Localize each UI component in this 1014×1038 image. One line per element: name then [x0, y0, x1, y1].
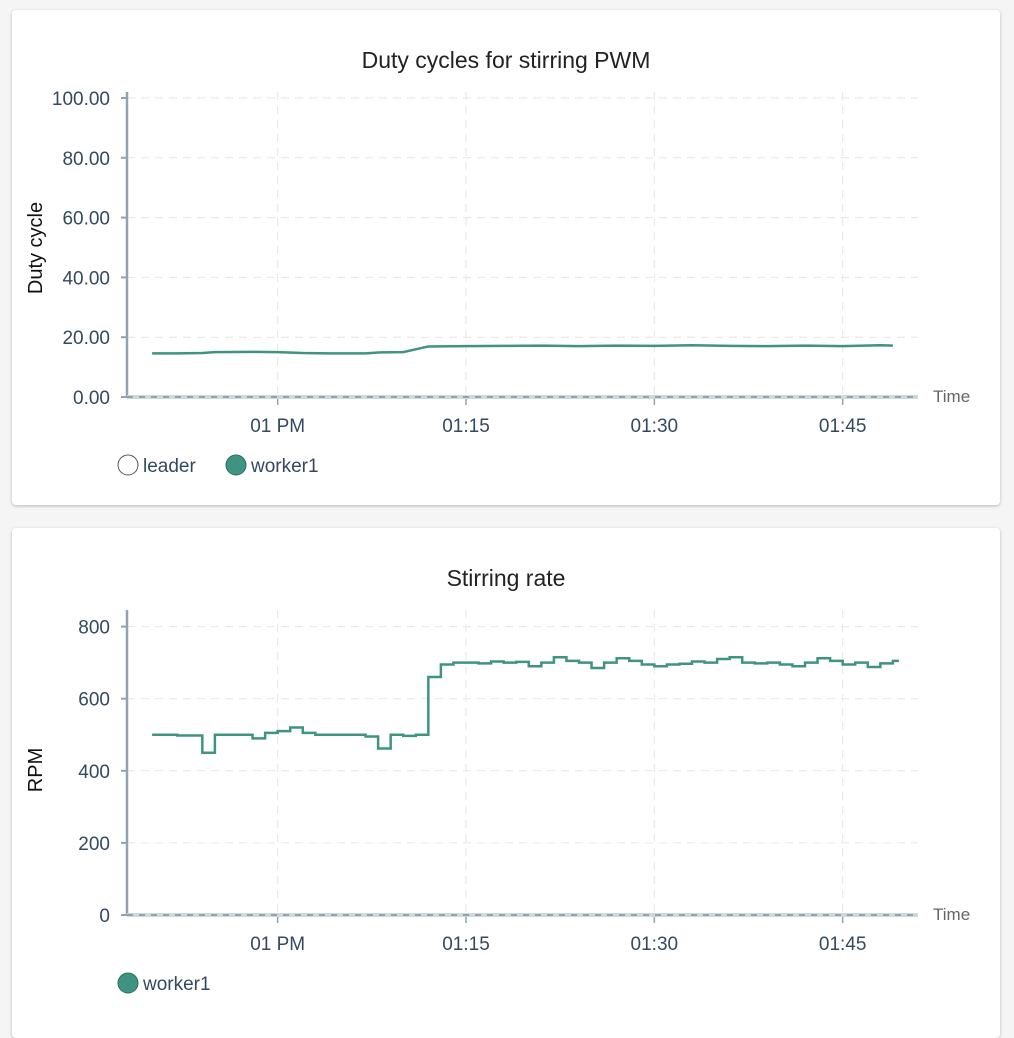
y-tick-label: 80.00 — [62, 149, 110, 170]
y-tick-label: 400 — [78, 762, 110, 783]
y-tick-label: 0.00 — [73, 388, 110, 409]
x-tick-label: 01:30 — [631, 416, 679, 437]
x-tick-label: 01:15 — [442, 416, 490, 437]
x-tick-label: 01:45 — [819, 416, 867, 437]
x-tick-label: 01:15 — [442, 934, 490, 955]
stirring-rate-chart-card: Stirring rate 0 200 400 600 800 01 PM 01:15 01:3… — [12, 528, 1000, 1038]
y-tick-label: 20.00 — [62, 328, 110, 349]
y-tick-label: 0 — [99, 906, 110, 927]
y-axis-label: Duty cycle — [25, 202, 47, 294]
legend-item-leader[interactable]: leader — [117, 454, 196, 477]
legend-label: worker1 — [142, 974, 211, 995]
legend-marker — [117, 972, 139, 994]
y-tick-label: 40.00 — [62, 268, 110, 289]
y-tick-label: 100.00 — [52, 89, 110, 110]
y-tick-label: 600 — [78, 690, 110, 711]
duty-cycle-chart: Duty cycles for stirring PWM 0.00 20.00 40.… — [25, 47, 970, 477]
y-tick-label: 200 — [78, 834, 110, 855]
legend-item-worker1[interactable]: worker1 — [117, 972, 211, 995]
stirring-rate-chart: Stirring rate 0 200 400 600 800 01 PM 01:15 01:3… — [25, 565, 970, 995]
chart-title: Stirring rate — [447, 565, 566, 591]
legend-label: worker1 — [250, 456, 319, 477]
duty-cycle-chart-card: Duty cycles for stirring PWM 0.00 20.00 40.… — [12, 10, 1000, 505]
legend-marker — [117, 454, 139, 476]
y-tick-label: 800 — [78, 618, 110, 639]
y-axis-label: RPM — [25, 748, 47, 792]
chart-title: Duty cycles for stirring PWM — [362, 47, 651, 73]
y-tick-label: 60.00 — [62, 209, 110, 230]
legend-label: leader — [143, 456, 196, 477]
x-tick-label: 01:45 — [819, 934, 867, 955]
series-line-worker1 — [152, 344, 893, 355]
series-line-worker1 — [152, 655, 899, 755]
x-axis-label: Time — [933, 387, 970, 406]
x-tick-label: 01 PM — [250, 934, 305, 955]
x-tick-label: 01 PM — [250, 416, 305, 437]
legend-marker — [225, 454, 247, 476]
x-axis-label: Time — [933, 905, 970, 924]
x-tick-label: 01:30 — [631, 934, 679, 955]
legend-item-worker1[interactable]: worker1 — [225, 454, 319, 477]
